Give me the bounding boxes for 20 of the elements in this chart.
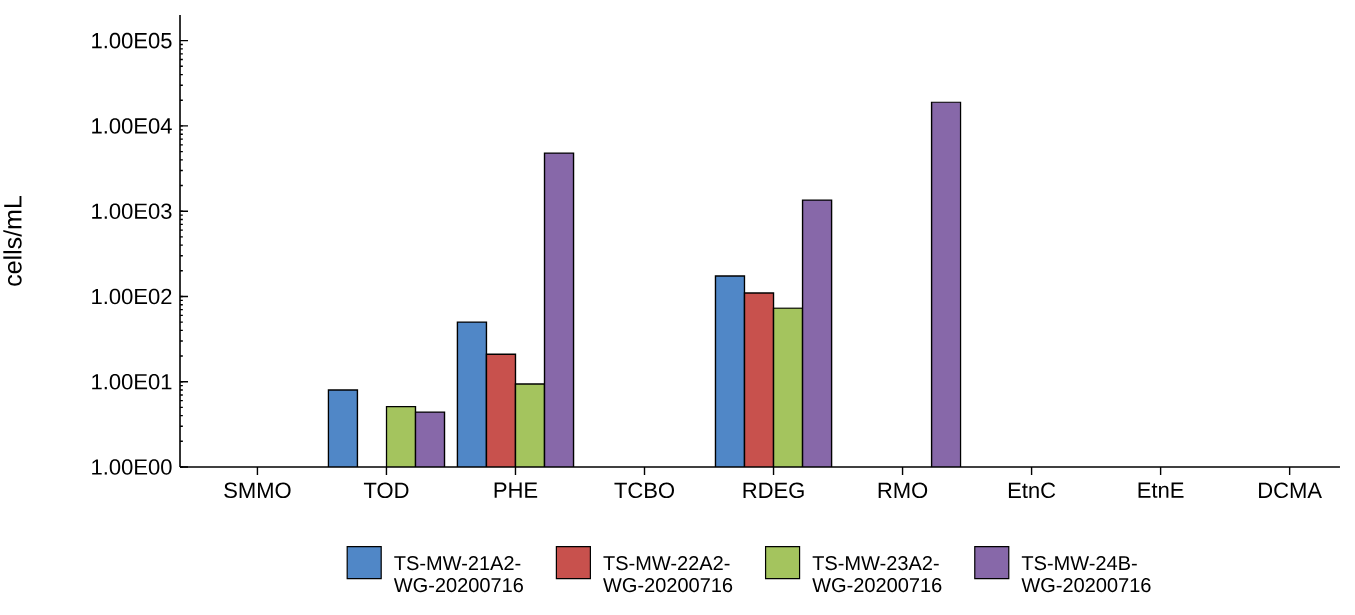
x-tick-label: DCMA — [1259, 482, 1322, 499]
legend-label: TS-MW-24B-WG-20200716 — [1021, 556, 1151, 593]
y-tick-label: 1.00E05 — [92, 32, 172, 49]
legend-label: TS-MW-23A2-WG-20200716 — [812, 556, 942, 593]
y-tick-label: 1.00E01 — [92, 373, 172, 390]
x-tick-label: EtnE — [1138, 482, 1184, 498]
x-tick-label: RMO — [878, 482, 928, 499]
x-tick-label: SMMO — [224, 482, 291, 499]
y-axis-title: cells/mL — [3, 195, 22, 286]
x-tick-label: TCBO — [614, 482, 675, 499]
y-tick-label: 1.00E02 — [92, 288, 172, 305]
legend-label: TS-MW-22A2-WG-20200716 — [603, 556, 733, 593]
y-tick-label: 1.00E03 — [92, 203, 172, 219]
legend-label: TS-MW-21A2-WG-20200716 — [393, 556, 523, 593]
x-tick-label: PHE — [494, 482, 538, 498]
x-tick-label: RDEG — [743, 482, 804, 499]
y-tick-label: 1.00E04 — [92, 118, 172, 134]
y-tick-label: 1.00E00 — [92, 459, 172, 475]
x-tick-label: TOD — [363, 482, 409, 499]
x-tick-label: EtnC — [1008, 482, 1056, 499]
